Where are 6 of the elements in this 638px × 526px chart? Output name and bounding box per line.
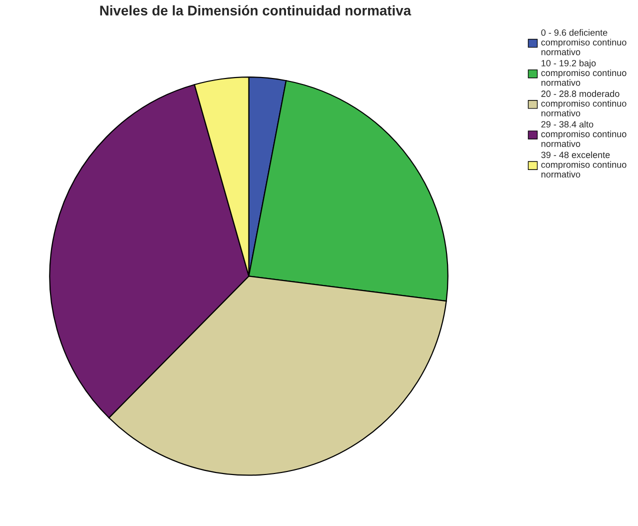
legend-label: 10 - 19.2 bajo compromiso continuo normativo — [541, 60, 626, 86]
legend-label: 0 - 9.6 deficiente compromiso continuo normativo — [541, 29, 626, 56]
legend-label: 29 - 38.4 alto compromiso continuo normativo — [541, 120, 626, 147]
legend-label: 20 - 28.8 moderado compromiso continuo normativo — [541, 90, 626, 116]
chart-title: Niveles de la Dimensión continuidad normativa — [100, 5, 412, 16]
legend-label: 39 - 48 excelente compromiso continuo normativo — [541, 151, 626, 178]
